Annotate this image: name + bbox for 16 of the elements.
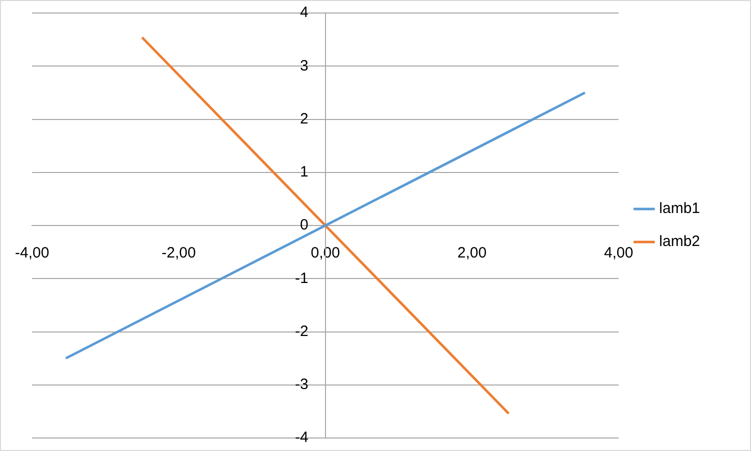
y-tick-label: -3 — [295, 376, 308, 394]
y-tick-label: 4 — [300, 4, 308, 22]
y-tick-label: 3 — [300, 57, 308, 74]
legend-label: lamb1 — [659, 200, 700, 218]
x-tick-label: 4,00 — [604, 244, 634, 262]
x-tick-label: -2,00 — [162, 244, 196, 262]
y-tick-label: 1 — [300, 164, 308, 181]
y-tick-label: -1 — [295, 270, 308, 287]
y-tick-label: -4 — [295, 429, 308, 446]
y-tick-label: 2 — [300, 110, 308, 128]
x-tick-label: 2,00 — [457, 244, 487, 262]
x-tick-label: -4,00 — [14, 244, 50, 262]
y-tick-label: 0 — [300, 216, 308, 234]
legend-label: lamb2 — [659, 233, 700, 250]
y-tick-label: -2 — [295, 322, 308, 340]
x-tick-label: 0,00 — [310, 244, 340, 262]
